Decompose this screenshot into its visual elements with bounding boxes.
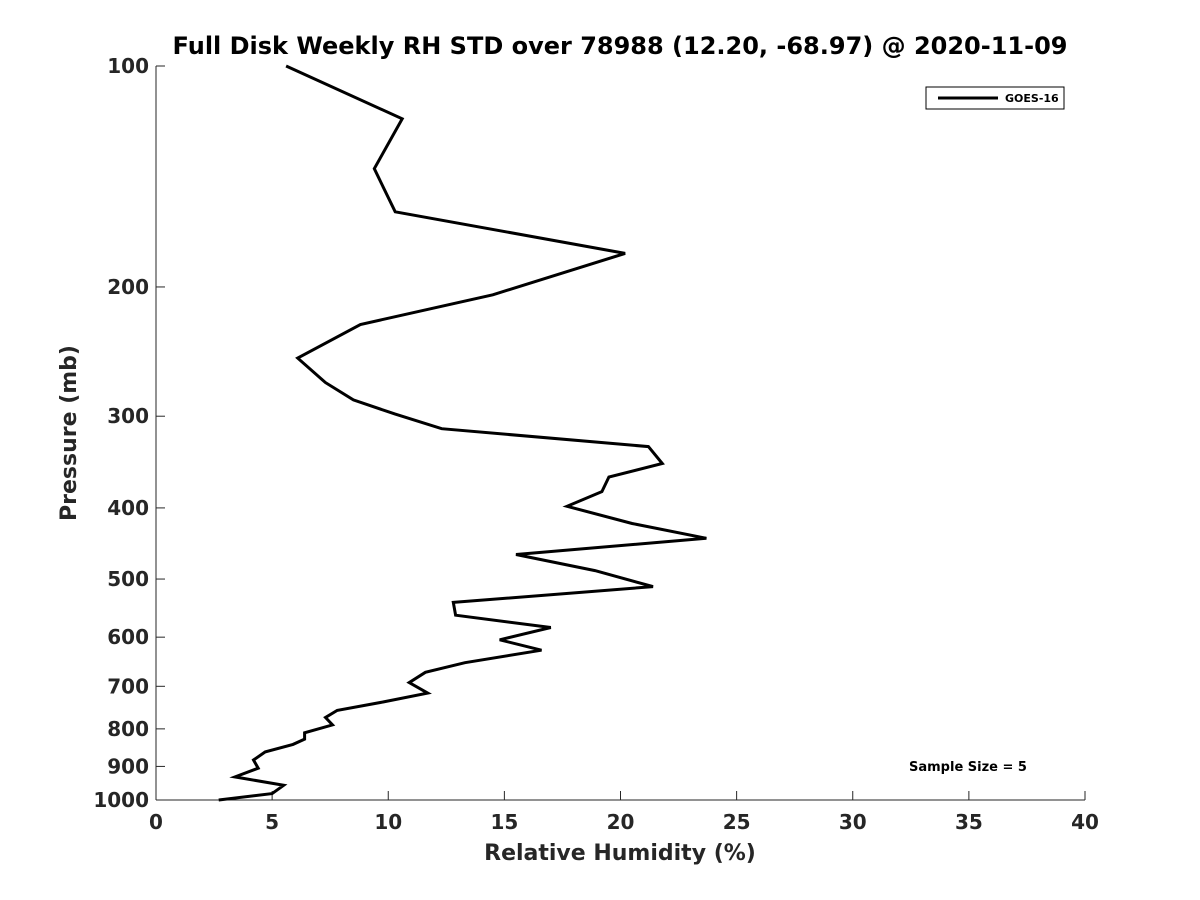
legend: GOES-16	[925, 86, 1065, 110]
y-tick-label: 400	[107, 496, 149, 520]
x-tick-label: 40	[1071, 810, 1099, 834]
series-layer	[218, 64, 707, 802]
y-tick-label: 1000	[93, 788, 149, 812]
x-tick-label: 10	[374, 810, 402, 834]
x-axis-ticks: 0 5 10 15 20 25 30 35 40	[149, 791, 1099, 834]
chart-title: Full Disk Weekly RH STD over 78988 (12.2…	[173, 32, 1068, 60]
y-axis-label: Pressure (mb)	[57, 345, 82, 521]
x-tick-label: 5	[265, 810, 279, 834]
x-axis-label: Relative Humidity (%)	[484, 841, 756, 866]
plot-area	[155, 66, 1085, 801]
x-tick-label: 30	[839, 810, 867, 834]
y-tick-label: 200	[107, 275, 149, 299]
y-tick-label: 700	[107, 674, 149, 698]
x-tick-label: 15	[490, 810, 518, 834]
y-tick-label: 100	[107, 54, 149, 78]
y-tick-label: 300	[107, 404, 149, 428]
x-tick-label: 20	[607, 810, 635, 834]
y-tick-label: 900	[107, 754, 149, 778]
x-tick-label: 25	[723, 810, 751, 834]
y-tick-label: 600	[107, 625, 149, 649]
sample-size-note: Sample Size = 5	[909, 760, 1027, 775]
series-line-goes-16	[218, 64, 707, 802]
x-tick-label: 35	[955, 810, 983, 834]
x-tick-label: 0	[149, 810, 163, 834]
y-tick-label: 800	[107, 717, 149, 741]
legend-entry-goes-16: GOES-16	[1005, 92, 1059, 105]
y-axis-ticks: 100 200 300 400 500 600 700 800 900 1000	[93, 54, 165, 812]
y-tick-label: 500	[107, 567, 149, 591]
